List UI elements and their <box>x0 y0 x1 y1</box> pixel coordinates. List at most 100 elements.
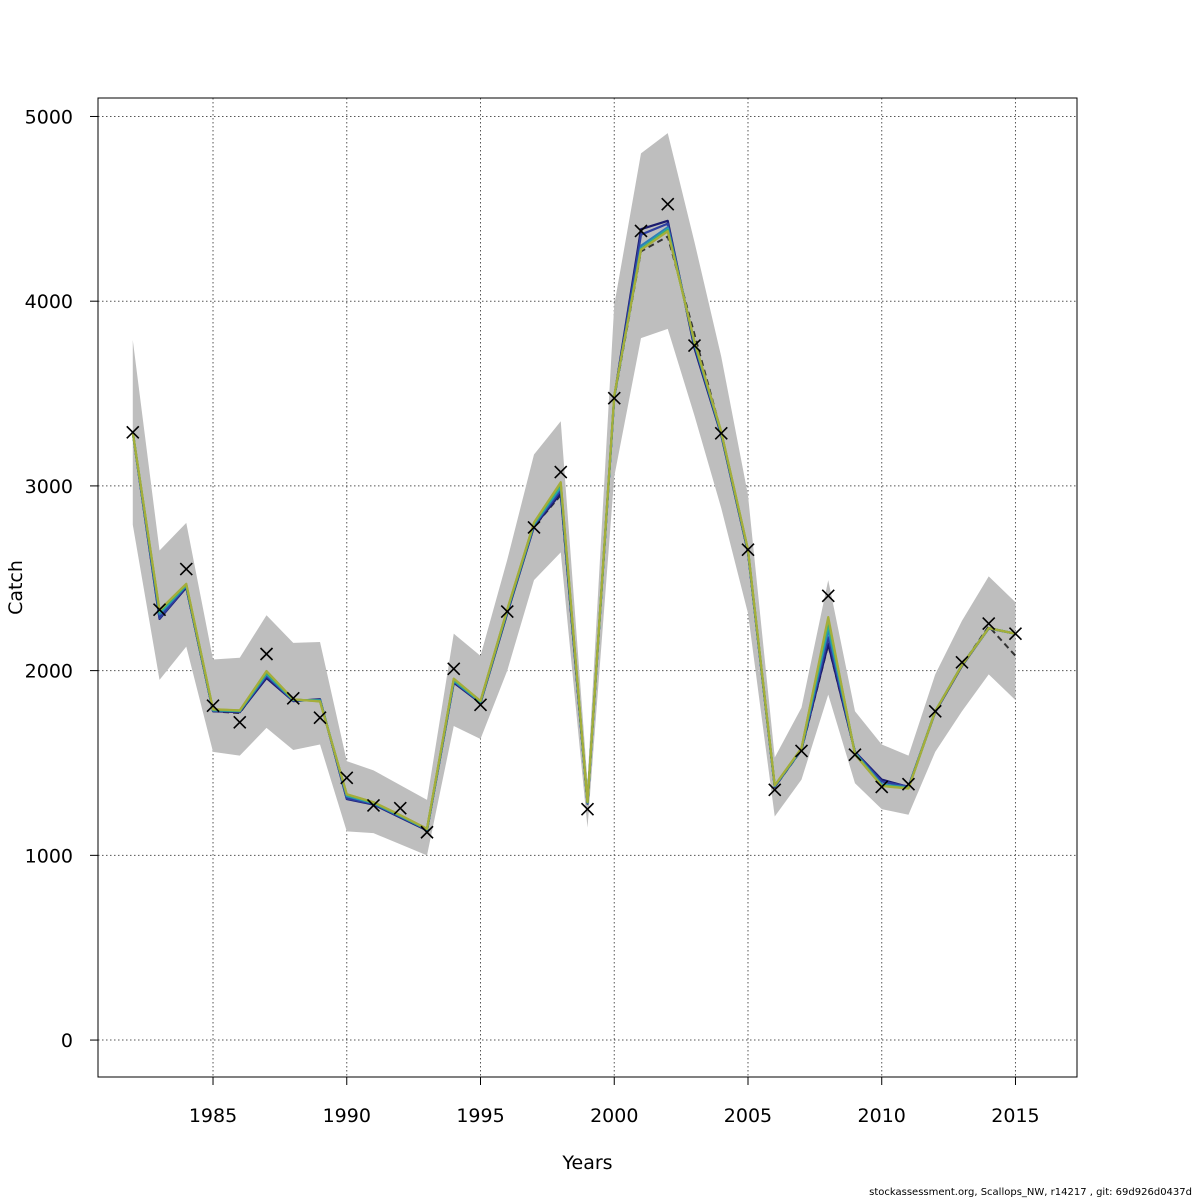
observed-point <box>179 562 193 576</box>
x-tick-label: 2015 <box>991 1105 1039 1127</box>
observed-point-stroke <box>152 603 167 617</box>
observed-point-stroke <box>794 744 809 758</box>
series-line <box>131 235 1017 831</box>
observed-point-stroke <box>821 589 835 603</box>
observed-point <box>928 704 942 718</box>
observed-point-stroke <box>875 780 889 794</box>
observed-point-stroke <box>714 426 728 440</box>
observed-point-stroke <box>259 647 274 661</box>
observed-point <box>687 338 702 353</box>
series-line <box>131 228 1016 831</box>
series-line <box>131 228 1016 831</box>
observed-point-stroke <box>340 771 354 785</box>
observed-point-stroke <box>286 691 300 705</box>
observed-point <box>901 777 916 791</box>
observed-point-stroke <box>126 425 140 439</box>
observed-point <box>875 780 889 794</box>
observed-point <box>714 426 728 440</box>
observed-point-stroke <box>1008 627 1023 641</box>
y-tick-label: 4000 <box>25 291 73 313</box>
x-axis-ticks: 1985 1990 1995 2000 2005 2010 2015 <box>189 1077 1040 1127</box>
observed-point-stroke <box>179 562 193 576</box>
observed-point-stroke <box>848 748 862 762</box>
series-line <box>131 229 1016 831</box>
y-tick-label: 5000 <box>25 106 73 128</box>
observed-point-stroke <box>634 224 648 238</box>
y-tick-label: 2000 <box>25 661 73 683</box>
observed-point <box>233 715 247 729</box>
observed-point <box>634 224 648 238</box>
observed-point <box>527 520 541 535</box>
observed-point <box>955 655 969 669</box>
observed-point <box>607 391 621 405</box>
series-layer <box>131 219 1017 832</box>
y-tick-label: 3000 <box>25 476 73 498</box>
x-tick-label: 2005 <box>724 1105 772 1127</box>
y-axis-title: Catch <box>5 560 27 615</box>
observed-point <box>661 197 675 211</box>
observed-point-stroke <box>768 783 782 797</box>
observed-point <box>447 662 461 676</box>
plot-frame <box>97 97 1078 1078</box>
observed-point <box>982 616 996 631</box>
observed-point <box>152 603 167 617</box>
observed-point-stroke <box>313 711 327 725</box>
observed-point-stroke <box>661 197 675 211</box>
series-line <box>131 219 1016 832</box>
confidence-band-layer <box>132 133 1016 856</box>
observed-point <box>259 647 274 661</box>
observed-point-stroke <box>580 802 595 816</box>
observed-point <box>206 699 220 713</box>
observed-point <box>554 465 568 479</box>
observed-point <box>286 691 300 705</box>
series-line <box>131 230 1016 830</box>
observed-point-stroke <box>527 520 541 535</box>
observed-point-stroke <box>393 801 407 815</box>
x-tick-label: 2010 <box>858 1105 906 1127</box>
y-axis-ticks: 0 1000 2000 3000 4000 5000 <box>25 106 98 1052</box>
observed-point-stroke <box>206 699 220 713</box>
confidence-band <box>132 133 1016 856</box>
observed-points-layer <box>126 197 1023 839</box>
observed-point <box>500 604 514 619</box>
observed-point-stroke <box>500 604 514 619</box>
observed-point-stroke <box>473 698 488 712</box>
observed-point <box>420 825 434 839</box>
observed-point <box>794 744 809 758</box>
observed-point <box>768 783 782 797</box>
observed-point-stroke <box>901 777 916 791</box>
observed-point-stroke <box>554 465 568 479</box>
x-tick-label: 1990 <box>323 1105 371 1127</box>
observed-point-stroke <box>982 616 996 631</box>
observed-point <box>580 802 595 816</box>
observed-point <box>340 771 354 785</box>
observed-point <box>473 698 488 712</box>
observed-point-stroke <box>928 704 942 718</box>
x-axis-title: Years <box>561 1152 612 1174</box>
series-line <box>131 222 1016 831</box>
observed-point-stroke <box>420 825 434 839</box>
x-tick-label: 1995 <box>456 1105 504 1127</box>
observed-point <box>741 543 755 557</box>
observed-point <box>126 425 140 439</box>
footer-caption: stockassessment.org, Scallops_NW, r14217… <box>869 1187 1192 1198</box>
observed-point-stroke <box>607 391 621 405</box>
observed-point <box>366 798 381 813</box>
observed-point <box>313 711 327 725</box>
observed-point-stroke <box>741 543 755 557</box>
observed-point <box>821 589 835 603</box>
observed-point <box>393 801 407 815</box>
observed-point <box>848 748 862 762</box>
x-tick-label: 1985 <box>189 1105 237 1127</box>
observed-point-stroke <box>955 655 969 669</box>
observed-point-stroke <box>447 662 461 676</box>
series-line <box>131 226 1016 831</box>
observed-point-stroke <box>687 338 702 353</box>
observed-point <box>1008 627 1023 641</box>
observed-point-stroke <box>233 715 247 729</box>
x-tick-label: 2000 <box>590 1105 638 1127</box>
grid <box>98 98 1077 1077</box>
y-tick-label: 1000 <box>25 845 73 867</box>
observed-point-stroke <box>366 798 381 813</box>
